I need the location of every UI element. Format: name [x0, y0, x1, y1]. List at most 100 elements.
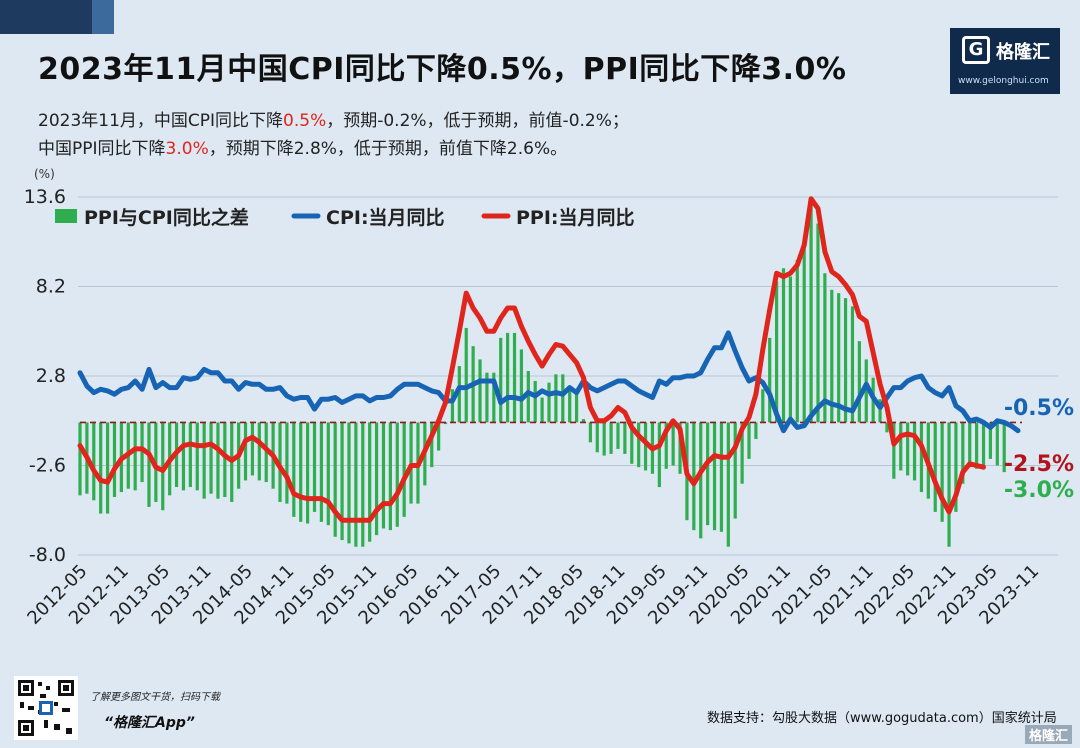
diff-bar: [554, 374, 558, 423]
subtitle-line-2: 中国PPI同比下降3.0%，预期下降2.8%，低于预期，前值下降2.6%。: [38, 134, 567, 159]
diff-bar: [657, 422, 661, 488]
diff-bar: [630, 422, 634, 464]
diff-bar: [278, 422, 282, 502]
legend: PPI与CPI同比之差 CPI:当月同比 PPI:当月同比: [55, 206, 635, 229]
diff-bar: [92, 422, 96, 501]
diff-bar: [1002, 422, 1006, 473]
diff-bar: [326, 422, 330, 526]
ppi-end-label: -2.5%: [1004, 452, 1074, 477]
diff-bar: [878, 399, 882, 423]
diff-bar: [919, 422, 924, 493]
diff-bar: [706, 422, 710, 526]
diff-bar: [754, 422, 758, 439]
diff-bar: [885, 422, 889, 433]
diff-bar: [292, 422, 296, 517]
diff-bar: [740, 422, 744, 484]
diff-bar: [181, 422, 186, 491]
cpi-end-label: -0.5%: [1004, 396, 1074, 421]
subtitle-2-text-end: ，预期下降2.8%，低于预期，前值下降2.6%。: [208, 139, 568, 159]
diff-bar: [664, 422, 668, 469]
top-accent-bar: [0, 0, 92, 34]
diff-bar: [699, 422, 703, 539]
diff-bar: [892, 422, 896, 479]
diff-bar: [374, 422, 379, 536]
diff-bar: [761, 389, 765, 423]
y-tick-label: 8.2: [36, 276, 66, 298]
diff-bar: [809, 205, 813, 423]
diff-bar: [692, 422, 696, 531]
diff-bar: [637, 422, 641, 468]
diff-bar: [616, 422, 620, 449]
diff-bar: [450, 389, 455, 423]
diff-bar: [609, 422, 613, 454]
diff-bar: [947, 422, 951, 547]
legend-diff-label: PPI与CPI同比之差: [84, 206, 249, 229]
diff-bar: [354, 422, 358, 547]
diff-bar: [299, 422, 303, 522]
diff-bar: [188, 422, 192, 488]
diff-bar: [595, 422, 599, 453]
diff-bar: [588, 422, 592, 443]
diff-bar: [843, 298, 848, 423]
chart-lines: [77, 196, 1021, 523]
diff-bar: [333, 422, 337, 537]
diff-bar: [719, 422, 724, 532]
diff-bar: [547, 382, 551, 423]
y-tick-label: -2.6: [29, 455, 66, 477]
x-axis: 2012-052012-112013-052013-112014-052014-…: [23, 561, 1043, 629]
subtitle-1-text: 2023年11月，中国CPI同比下降: [38, 111, 284, 131]
diff-bar: [485, 372, 489, 423]
diff-bar: [361, 422, 365, 547]
legend-cpi-label: CPI:当月同比: [326, 206, 445, 229]
diff-bar: [823, 273, 827, 423]
y-tick-label: 2.8: [36, 365, 66, 387]
subtitle-1-highlight: 0.5%: [283, 111, 327, 131]
diff-bar: [112, 422, 117, 497]
data-source: 数据支持：勾股大数据（www.gogudata.com）国家统计局: [707, 711, 1057, 726]
diff-end-label: -3.0%: [1004, 478, 1074, 503]
diff-bar: [395, 422, 399, 527]
diff-bar: [195, 422, 199, 491]
diff-bar: [540, 397, 544, 423]
diff-bar: [430, 422, 434, 468]
diff-bar: [940, 422, 944, 522]
chart-canvas: 13.6 8.2 2.8 -2.6 -8.0 (%) 2012-052012-112013…: [23, 167, 1074, 629]
diff-bar: [105, 422, 110, 514]
diff-bar: [671, 422, 675, 466]
diff-bar: [347, 422, 351, 544]
diff-bar: [678, 422, 682, 474]
diff-bar: [443, 422, 448, 425]
diff-bar: [857, 341, 861, 423]
diff-bar: [533, 380, 537, 423]
corner-watermark: 格隆汇: [1024, 725, 1072, 744]
diff-bar: [437, 422, 441, 451]
diff-bar: [512, 332, 517, 423]
footer-note: 了解更多图文干货，扫码下载: [90, 692, 220, 703]
subtitle-1-text-end: ，预期-0.2%，低于预期，前值-0.2%；: [326, 111, 629, 131]
legend-ppi-label: PPI:当月同比: [516, 206, 635, 229]
diff-bar: [933, 422, 937, 512]
diff-bar: [499, 337, 503, 423]
diff-bar: [243, 422, 248, 481]
qr-code-image[interactable]: [14, 676, 78, 740]
diff-bar: [223, 422, 227, 497]
subtitle-line-1: 2023年11月，中国CPI同比下降0.5%，预期-0.2%，低于预期，前值-0…: [38, 106, 629, 131]
diff-bar: [802, 241, 806, 423]
diff-bar: [147, 422, 151, 507]
diff-bar: [464, 327, 468, 423]
diff-bar: [899, 422, 903, 471]
diff-bar: [340, 422, 344, 541]
diff-bar: [306, 422, 310, 524]
diff-bar: [795, 259, 799, 423]
y-tick-label: 13.6: [24, 186, 66, 208]
diff-bar: [257, 422, 261, 481]
diff-bar: [906, 422, 910, 476]
diff-bar: [140, 422, 144, 483]
diff-bar: [492, 372, 496, 423]
diff-bar: [733, 422, 737, 519]
end-labels: -0.5% -2.5%-3.0%: [1004, 396, 1074, 503]
diff-bar: [968, 422, 972, 466]
diff-bar: [581, 419, 586, 423]
legend-diff-swatch: [55, 209, 77, 223]
diff-bar: [643, 422, 648, 471]
